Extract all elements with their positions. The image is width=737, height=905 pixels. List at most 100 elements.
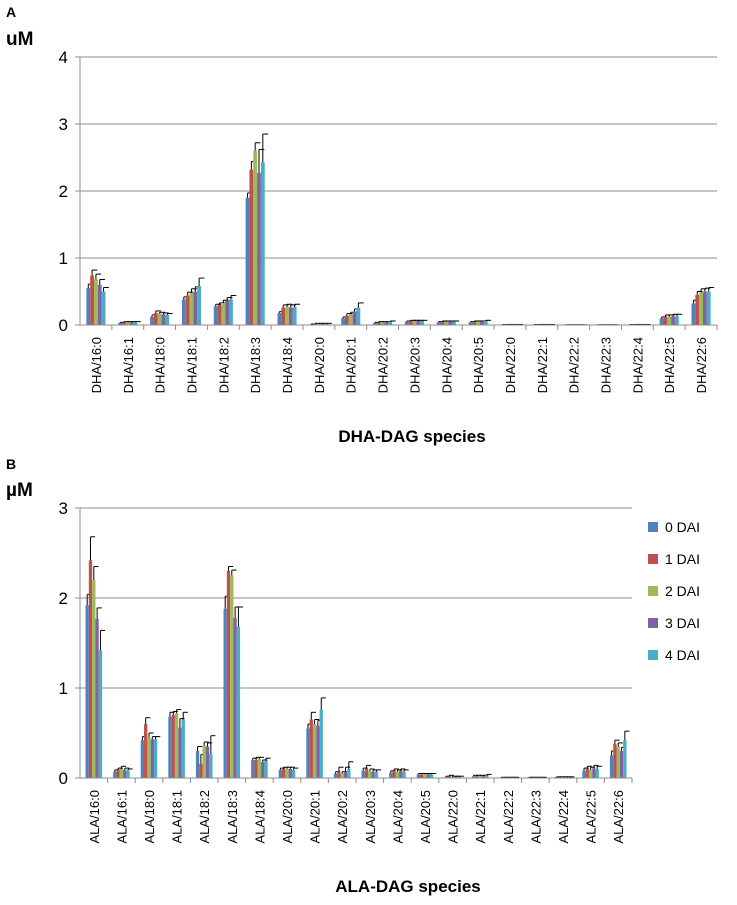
panel-a-bar xyxy=(229,299,233,325)
panel-b-bar xyxy=(337,771,341,778)
panel-a-bar xyxy=(674,316,679,325)
panel-a-bar xyxy=(253,150,258,325)
panel-a-y-axis-ticks: 0 1 2 3 4 xyxy=(59,48,80,335)
panel-b-bar xyxy=(95,618,99,778)
panel-a-bar xyxy=(348,314,353,325)
legend-swatch xyxy=(648,554,658,564)
panel-a-bar xyxy=(404,321,409,325)
panel-a-bar xyxy=(352,311,357,325)
panel-a-bar xyxy=(436,322,441,325)
legend-label: 4 DAI xyxy=(665,647,700,663)
panel-b-bar xyxy=(399,770,403,778)
panel-a-bar xyxy=(706,291,711,325)
panel-b-bar xyxy=(485,775,489,778)
panel-a-bar xyxy=(659,318,664,325)
panel-a-bar xyxy=(193,291,198,325)
panel-b-bar xyxy=(153,739,158,778)
panel-b-bar xyxy=(261,761,265,778)
panel-a-bar xyxy=(376,322,381,325)
panel-b-bar xyxy=(426,774,430,778)
panel-a-bar xyxy=(181,299,186,325)
panel-b-bar xyxy=(420,774,424,778)
panel-a-x-tick-label: DHA/18:0 xyxy=(153,337,168,393)
panel-b-x-tick-label: ALA/22:5 xyxy=(584,790,599,844)
panel-b-bar xyxy=(343,771,348,778)
panel-a-y-tick-label: 0 xyxy=(59,316,68,335)
panel-b: B µM 0 1 2 3 ALA/16:0 ALA/16:1 ALA/18:0 ALA/18… xyxy=(6,456,700,896)
panel-a-bar xyxy=(257,172,261,325)
panel-b-bar xyxy=(126,770,130,778)
panel-b-bar xyxy=(616,746,620,778)
panel-a-bar xyxy=(483,320,488,325)
panel-a-x-tick-label: DHA/18:2 xyxy=(216,337,231,393)
panel-a-bar xyxy=(695,294,700,325)
panel-a-bar xyxy=(122,322,126,325)
panel-a-bar xyxy=(292,306,297,325)
panel-b-bar xyxy=(178,727,182,778)
panel-a-bar xyxy=(667,316,672,325)
panel-a-x-tick-label: DHA/22:3 xyxy=(599,337,614,393)
panel-b-bar xyxy=(416,774,421,778)
panel-b-bar xyxy=(447,776,451,778)
panel-b-y-axis-ticks: 0 1 2 3 xyxy=(59,499,80,788)
panel-a-bars xyxy=(86,133,715,326)
panel-b-bar xyxy=(371,771,375,778)
legend-swatch xyxy=(648,522,658,532)
panel-b-bar xyxy=(85,605,89,778)
panel-b-y-tick-label: 2 xyxy=(59,589,68,608)
panel-b-bar xyxy=(481,776,486,778)
panel-b-bar xyxy=(168,716,172,778)
panel-a-x-tick-label: DHA/18:4 xyxy=(280,337,295,393)
panel-a-bar xyxy=(412,320,417,325)
panel-a-x-tick-label: DHA/18:1 xyxy=(184,337,199,393)
panel-a-bar xyxy=(420,320,424,325)
panel-a-bar xyxy=(320,323,325,325)
legend-label: 0 DAI xyxy=(665,519,700,535)
panel-a-bar xyxy=(97,284,102,325)
panel-b-x-tick-label: ALA/18:4 xyxy=(252,790,267,844)
panel-a-bar xyxy=(260,162,265,325)
panel-a-bar xyxy=(133,322,138,325)
panel-b-bar xyxy=(288,769,292,778)
panel-a-y-tick-label: 3 xyxy=(59,115,68,134)
panel-b-bar xyxy=(389,772,393,778)
panel-b-bar xyxy=(347,769,351,778)
panel-b-bar xyxy=(113,771,117,778)
panel-a-bar xyxy=(313,323,317,325)
panel-b-bar xyxy=(592,768,596,778)
legend-swatch xyxy=(648,650,658,660)
legend-label: 2 DAI xyxy=(665,583,700,599)
panel-a-bar xyxy=(444,321,449,325)
panel-b-bar xyxy=(423,774,427,778)
panel-a-x-tick-label: DHA/22:4 xyxy=(630,337,645,393)
panel-b-x-tick-label: ALA/20:4 xyxy=(390,790,405,844)
panel-a-x-tick-label: DHA/16:0 xyxy=(89,337,104,393)
panel-a-bar xyxy=(277,312,282,325)
panel-a-bar xyxy=(245,197,250,325)
panel-a-unit-label: uM xyxy=(6,29,33,50)
panel-b-letter: B xyxy=(6,456,16,472)
panel-a-bar xyxy=(316,323,321,325)
panel-b-bar xyxy=(251,760,255,778)
panel-b-bar xyxy=(119,769,124,778)
panel-b-x-tick-label: ALA/18:2 xyxy=(197,790,212,844)
panel-a-x-tick-label: DHA/20:4 xyxy=(439,337,454,393)
panel-a-x-axis-title: DHA-DAG species xyxy=(338,427,485,446)
panel-b-bar xyxy=(395,771,400,778)
panel-b-bar xyxy=(230,575,234,778)
panel-a-bar xyxy=(101,291,106,325)
panel-b-x-tick-label: ALA/20:1 xyxy=(308,790,323,844)
panel-b-bar xyxy=(585,769,589,778)
panel-a-x-tick-label: DHA/20:5 xyxy=(471,337,486,393)
panel-b-bar xyxy=(202,745,206,778)
panel-a-x-tick-label: DHA/20:1 xyxy=(344,337,359,393)
panel-b-bar xyxy=(609,755,614,778)
panel-b-bar xyxy=(171,715,175,778)
panel-a-bar xyxy=(221,302,226,325)
panel-a-bar xyxy=(225,300,230,325)
legend-swatch xyxy=(648,586,658,596)
panel-a-x-tick-label: DHA/20:2 xyxy=(376,337,391,393)
panel-a-letter: A xyxy=(6,4,16,20)
panel-b-bar xyxy=(150,739,154,778)
panel-a-y-tick-label: 4 xyxy=(59,48,68,67)
